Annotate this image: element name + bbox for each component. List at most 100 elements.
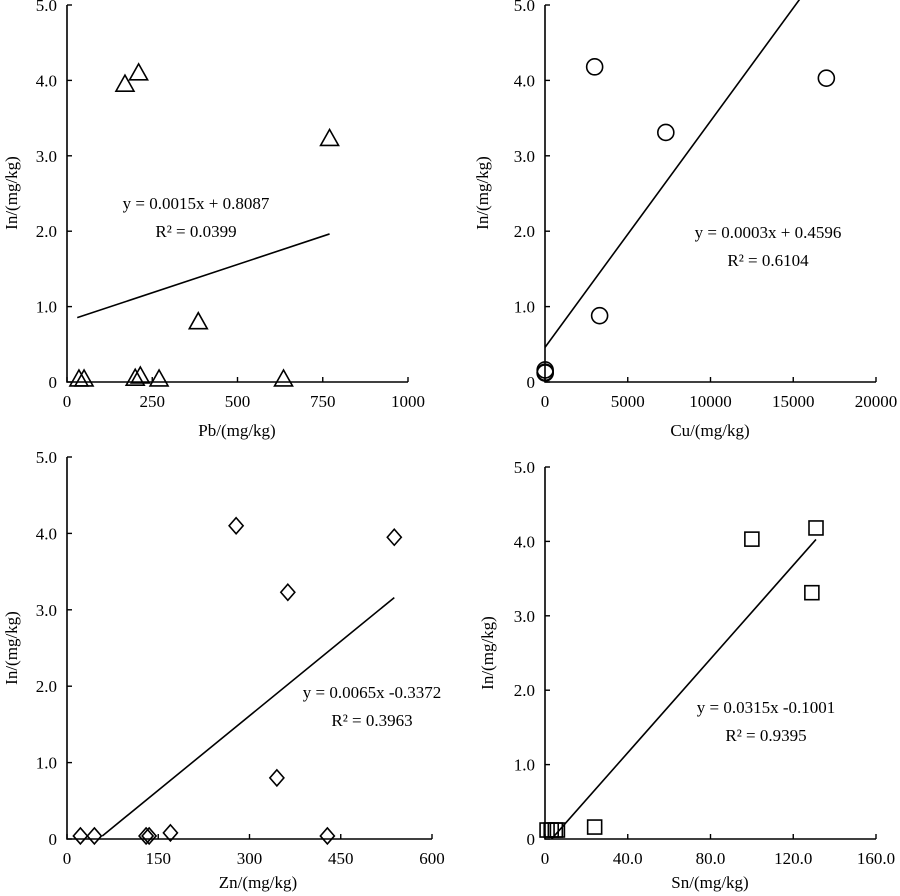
x-ticks: 0 5000 10000 15000 20000: [541, 377, 898, 411]
panel-cu: 0 5000 10000 15000 20000 0 1.0 2.0 3.0 4.0 5.0 Cu…: [473, 0, 897, 440]
x-tick-label: 0: [63, 392, 72, 411]
x-axis-label: Pb/(mg/kg): [198, 421, 275, 440]
r2-label: R² = 0.0399: [155, 222, 236, 241]
diamond-marker: [162, 823, 179, 843]
y-tick-label: 2.0: [36, 677, 57, 696]
x-tick-label: 0: [541, 392, 550, 411]
x-axis-label: Zn/(mg/kg): [219, 873, 297, 892]
circle-marker: [590, 306, 609, 325]
y-axis-label: In/(mg/kg): [2, 156, 21, 230]
equation-label: y = 0.0003x + 0.4596: [695, 223, 842, 242]
axes-frame: [66, 457, 432, 840]
y-tick-label: 3.0: [36, 147, 57, 166]
triangle-marker: [114, 73, 136, 92]
triangle-marker: [129, 365, 151, 384]
x-tick-label: 450: [328, 849, 354, 868]
r2-label: R² = 0.9395: [725, 726, 806, 745]
x-tick-label: 10000: [689, 392, 732, 411]
x-tick-label: 1000: [391, 392, 425, 411]
y-axis-label: In/(mg/kg): [473, 156, 492, 230]
y-tick-label: 1.0: [36, 298, 57, 317]
triangle-marker: [319, 127, 340, 147]
y-tick-label: 2.0: [514, 222, 535, 241]
y-tick-label: 0: [49, 373, 58, 392]
y-tick-label: 4.0: [36, 71, 57, 90]
x-tick-label: 150: [146, 849, 172, 868]
y-tick-label: 0: [49, 830, 58, 849]
equation-label: y = 0.0315x -0.1001: [697, 698, 836, 717]
square-marker: [586, 819, 603, 835]
y-tick-label: 5.0: [36, 0, 57, 15]
triangle-marker: [273, 368, 294, 387]
x-tick-label: 20000: [855, 392, 898, 411]
x-ticks: 0 250 500 750 1000: [63, 377, 425, 411]
triangle-marker: [73, 368, 95, 387]
equation-label: y = 0.0015x + 0.8087: [123, 194, 270, 213]
y-tick-label: 5.0: [36, 448, 57, 467]
circle-marker: [817, 69, 836, 87]
y-tick-label: 0: [527, 373, 536, 392]
y-ticks: 0 1.0 2.0 3.0 4.0 5.0: [36, 448, 72, 849]
trendline: [76, 233, 330, 319]
triangle-marker: [187, 311, 209, 330]
data-points: [72, 516, 403, 846]
diamond-marker: [228, 516, 245, 535]
panel-zn: 0 150 300 450 600 0 1.0 2.0 3.0 4.0 5.0 Zn/(mg/kg…: [2, 448, 445, 892]
trendline: [101, 596, 395, 837]
diamond-marker: [268, 768, 285, 788]
data-points: [536, 58, 836, 382]
y-tick-label: 0: [527, 830, 536, 849]
y-tick-label: 5.0: [514, 458, 535, 477]
x-tick-label: 40.0: [613, 849, 643, 868]
axes-frame: [544, 467, 876, 840]
r2-label: R² = 0.3963: [331, 711, 412, 730]
x-tick-label: 160.0: [857, 849, 895, 868]
square-marker: [549, 822, 566, 838]
x-tick-label: 0: [541, 849, 550, 868]
diamond-marker: [86, 826, 103, 846]
x-tick-label: 250: [140, 392, 166, 411]
triangle-marker: [128, 62, 149, 81]
panel-pb: 0 250 500 750 1000 0 1.0 2.0 3.0 4.0 5.0 Pb/(mg/k…: [2, 0, 425, 440]
y-tick-label: 2.0: [36, 222, 57, 241]
square-marker: [539, 822, 555, 838]
x-tick-label: 15000: [772, 392, 815, 411]
triangle-marker: [148, 368, 170, 387]
y-tick-label: 3.0: [514, 147, 535, 166]
diamond-marker: [138, 826, 155, 846]
diamond-marker: [141, 826, 158, 846]
x-tick-label: 300: [237, 849, 263, 868]
diamond-marker: [319, 826, 336, 846]
diamond-marker: [386, 528, 403, 547]
x-tick-label: 120.0: [774, 849, 812, 868]
y-tick-label: 3.0: [36, 601, 57, 620]
y-tick-label: 4.0: [36, 524, 57, 543]
square-marker: [744, 531, 760, 547]
y-tick-label: 1.0: [36, 754, 57, 773]
trendline: [551, 538, 817, 840]
square-marker: [804, 584, 820, 601]
y-tick-label: 5.0: [514, 0, 535, 15]
r2-label: R² = 0.6104: [727, 251, 809, 270]
y-axis-label: In/(mg/kg): [2, 611, 21, 685]
y-ticks: 0 1.0 2.0 3.0 4.0 5.0: [36, 0, 72, 392]
y-tick-label: 4.0: [514, 71, 535, 90]
panel-sn: 0 40.0 80.0 120.0 160.0 0 1.0 2.0 3.0 4.0 5.0 Sn/…: [478, 458, 895, 892]
y-tick-label: 2.0: [514, 681, 535, 700]
data-points: [539, 520, 824, 838]
y-tick-label: 3.0: [514, 607, 535, 626]
x-tick-label: 80.0: [696, 849, 726, 868]
circle-marker: [585, 58, 604, 76]
x-axis-label: Cu/(mg/kg): [670, 421, 749, 440]
y-ticks: 0 1.0 2.0 3.0 4.0 5.0: [514, 458, 550, 849]
x-tick-label: 5000: [611, 392, 645, 411]
y-tick-label: 1.0: [514, 756, 535, 775]
equation-label: y = 0.0065x -0.3372: [303, 683, 442, 702]
x-tick-label: 600: [419, 849, 445, 868]
x-tick-label: 0: [63, 849, 72, 868]
circle-marker: [657, 123, 675, 142]
data-points: [68, 62, 340, 387]
y-ticks: 0 1.0 2.0 3.0 4.0 5.0: [514, 0, 550, 392]
y-axis-label: In/(mg/kg): [478, 616, 497, 690]
